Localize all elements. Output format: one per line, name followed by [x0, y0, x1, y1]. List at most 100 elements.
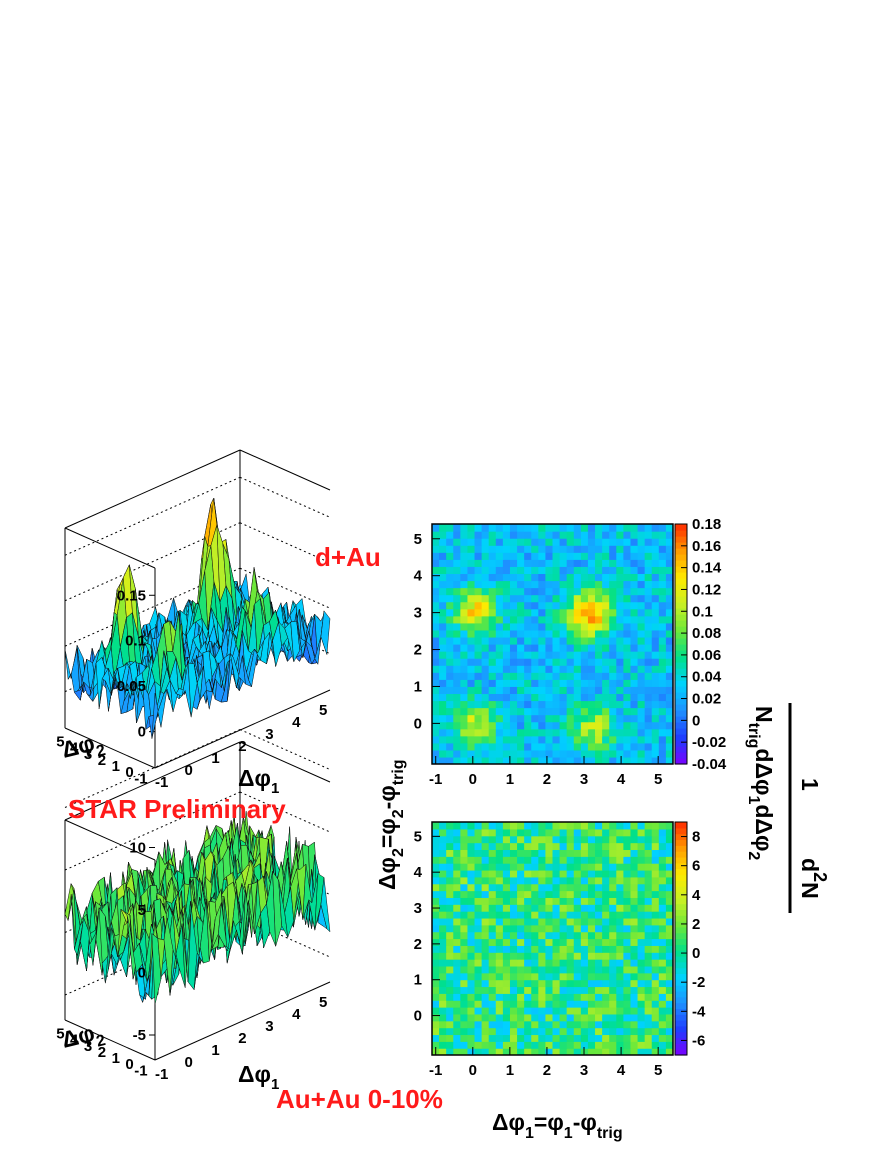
heatmap-cell — [580, 686, 589, 695]
heatmap-cell — [509, 822, 518, 830]
heatmap-cell — [524, 573, 532, 582]
heatmap-cell — [502, 629, 511, 638]
heatmap-cell — [552, 849, 561, 857]
heatmap-cell — [587, 714, 596, 723]
heatmap-cell — [439, 601, 447, 610]
heatmap-cell — [665, 1013, 673, 1022]
heatmap-cell — [580, 545, 589, 553]
heatmap-cell — [432, 1027, 440, 1036]
heatmap-cell — [446, 686, 454, 695]
heatmap-cell — [644, 552, 653, 560]
heatmap-cell — [602, 679, 610, 687]
heatmap-cell — [623, 952, 632, 960]
heatmap-cell — [495, 749, 504, 758]
heatmap-cell — [566, 552, 575, 560]
heatmap-cell — [502, 945, 511, 953]
heatmap-cell — [545, 904, 554, 912]
heatmap-cell — [559, 945, 568, 953]
heatmap-cell — [517, 835, 525, 844]
heatmap-cell — [559, 904, 568, 912]
heatmap-cell — [552, 749, 561, 758]
heatmap-cell — [637, 615, 646, 624]
heatmap-cell — [460, 636, 469, 645]
heatmap-cell — [517, 749, 525, 758]
heatmap-cell — [566, 545, 575, 553]
heatmap-cell — [573, 911, 582, 919]
heatmap-cell — [474, 538, 483, 546]
heatmap-cell — [538, 897, 547, 905]
heatmap-cell — [630, 580, 639, 589]
heatmap-cell — [524, 1048, 532, 1055]
heatmap-cell — [630, 756, 639, 764]
heatmap-cell — [566, 672, 575, 680]
heatmap-cell — [495, 573, 504, 582]
heatmap-cell — [573, 629, 582, 638]
heatmap-cell — [474, 945, 483, 953]
heatmap-cell — [439, 658, 447, 666]
heatmap-cell — [509, 938, 518, 946]
heatmap-cell — [651, 993, 660, 1001]
heatmap-cell — [552, 897, 561, 905]
heatmap-cell — [474, 580, 483, 589]
heatmap-cell — [439, 924, 447, 933]
heatmap-cell — [453, 552, 461, 560]
heatmap-cell — [531, 883, 539, 892]
heatmap-cell — [531, 1000, 539, 1008]
colorbar-tick-label: 0.04 — [692, 669, 722, 686]
heatmap-cell — [580, 965, 589, 974]
heatmap-cell — [460, 828, 469, 837]
heatmap-cell — [602, 714, 610, 723]
heatmap-cell — [559, 651, 568, 659]
colorbar-segment — [675, 716, 687, 723]
heatmap-cell — [665, 876, 673, 885]
heatmap-cell — [439, 869, 447, 878]
heatmap-cell — [616, 573, 624, 582]
heatmap-cell — [587, 972, 596, 981]
heatmap-cell — [495, 686, 504, 695]
heatmap-cell — [630, 986, 639, 994]
heatmap-cell — [538, 658, 547, 666]
heatmap-cell — [502, 1048, 511, 1055]
heatmap-cell — [495, 615, 504, 624]
heatmap-cell — [623, 665, 632, 673]
heatmap-cell — [644, 573, 653, 582]
heatmap-cell — [509, 658, 518, 666]
colorbar-tick-label: 8 — [692, 829, 700, 846]
heatmap-cell — [644, 545, 653, 553]
colorbar-tick-label: 0.06 — [692, 647, 721, 664]
heatmap-cell — [651, 742, 660, 751]
heatmap-cell — [644, 714, 653, 723]
x-tick-label: 2 — [238, 738, 246, 755]
heatmap-cell — [580, 580, 589, 589]
heatmap-cell — [439, 615, 447, 624]
heatmap-cell — [474, 822, 483, 830]
heatmap-cell — [481, 524, 490, 532]
heatmap-cell — [658, 917, 667, 926]
heatmap-cell — [616, 756, 624, 764]
heatmap-cell — [474, 869, 483, 878]
heatmap-cell — [552, 622, 561, 631]
heatmap-cell — [580, 644, 589, 652]
heatmap-cell — [453, 686, 461, 695]
heatmap-cell — [517, 636, 525, 645]
heatmap-cell — [573, 842, 582, 851]
heatmap-cell — [630, 1041, 639, 1049]
heatmap-cell — [644, 931, 653, 940]
heatmap-cell — [545, 573, 554, 582]
heatmap-cell — [566, 721, 575, 730]
heatmap-cell — [637, 566, 646, 575]
heatmap-cell — [488, 714, 497, 723]
heatmap-cell — [566, 538, 575, 546]
heatmap-cell — [460, 622, 469, 631]
heatmap-cell — [538, 1048, 547, 1055]
heatmap-cell — [488, 945, 497, 953]
heatmap-cell — [495, 972, 504, 981]
colorbar-segment — [675, 990, 687, 998]
heatmap-cell — [644, 897, 653, 905]
colorbar-segment — [675, 590, 687, 597]
heatmap-cell — [665, 686, 673, 695]
heatmap-cell — [460, 1000, 469, 1008]
heatmap-cell — [658, 735, 667, 744]
heatmap-cell — [502, 615, 511, 624]
heatmap-cell — [580, 651, 589, 659]
